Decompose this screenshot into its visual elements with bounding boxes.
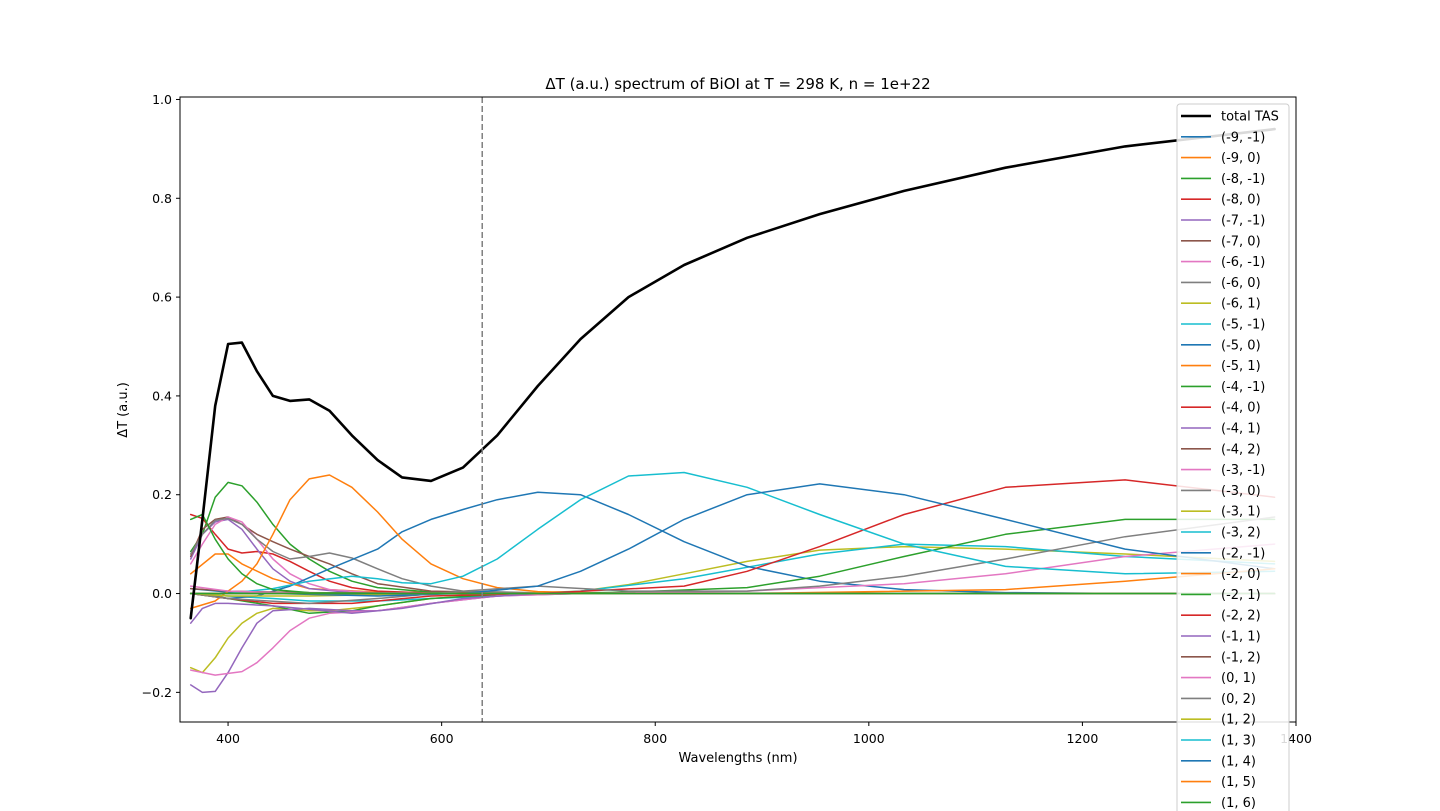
legend-entry: (0, 1): [1221, 671, 1256, 686]
legend-entry: (1, 6): [1221, 796, 1256, 811]
y-tick-label: 0.6: [152, 290, 172, 305]
legend-entry: (-2, 2): [1221, 609, 1261, 624]
legend-entry: (1, 4): [1221, 754, 1256, 769]
y-tick-label: 0.2: [152, 487, 172, 502]
legend-entry: (-7, 0): [1221, 234, 1261, 249]
series-line-0: [189, 127, 1276, 620]
legend-entry: (-6, 1): [1221, 297, 1261, 312]
y-tick-label: −0.2: [142, 685, 172, 700]
legend: total TAS (-9, -1) (-9, 0) (-8, -1) (-8, 0) (…: [1176, 103, 1290, 811]
legend-entry: (-5, -1): [1221, 318, 1265, 333]
legend-entry: (-5, 0): [1221, 338, 1261, 353]
legend-entry: (0, 2): [1221, 692, 1256, 707]
series-line-21: [189, 483, 1276, 597]
legend-entry: (-1, 1): [1221, 630, 1261, 645]
plot-background: [180, 97, 1296, 722]
chart-title: ΔT (a.u.) spectrum of BiOI at T = 298 K,…: [545, 75, 930, 93]
series-line-25: [189, 592, 1276, 624]
legend-entry: (-4, 2): [1221, 442, 1261, 457]
legend-entry: (-3, 1): [1221, 505, 1261, 520]
plot-frame: [179, 96, 1297, 723]
legend-entry: (1, 5): [1221, 775, 1256, 790]
x-axis-label: Wavelengths (nm): [678, 751, 797, 766]
x-axis-ticks: 400 600 800 1000 1200 1400: [216, 722, 1312, 746]
legend-entry: (-4, 1): [1221, 422, 1261, 437]
legend-entry: (-2, -1): [1221, 546, 1265, 561]
legend-entry: (-3, 2): [1221, 526, 1261, 541]
legend-entry: total TAS: [1221, 110, 1279, 125]
legend-entry: (-2, 0): [1221, 567, 1261, 582]
legend-entry: (1, 2): [1221, 713, 1256, 728]
legend-entry: (-7, -1): [1221, 214, 1265, 229]
y-tick-label: 0.4: [152, 388, 172, 403]
y-tick-label: 1.0: [152, 92, 172, 107]
legend-entry: (-2, 1): [1221, 588, 1261, 603]
legend-entry: (-5, 1): [1221, 359, 1261, 374]
legend-entry: (-1, 2): [1221, 650, 1261, 665]
legend-entry: (-9, -1): [1221, 130, 1265, 145]
legend-entry: (-3, 0): [1221, 484, 1261, 499]
y-axis-ticks: −0.2 0.0 0.2 0.4 0.6 0.8 1.0: [142, 92, 180, 700]
legend-entry: (-8, 0): [1221, 193, 1261, 208]
legend-entry: (1, 3): [1221, 734, 1256, 749]
legend-entry: (-4, -1): [1221, 380, 1265, 395]
x-tick-label: 400: [216, 731, 240, 746]
legend-entry: (-9, 0): [1221, 151, 1261, 166]
legend-entry: (-3, -1): [1221, 463, 1265, 478]
legend-frame: [1176, 103, 1290, 811]
series-layer: [189, 127, 1276, 694]
series-line-20: [189, 471, 1276, 595]
y-axis-label: ΔT (a.u.): [116, 382, 131, 438]
series-line-14: [189, 479, 1276, 605]
legend-entry: (-8, -1): [1221, 172, 1265, 187]
legend-entry: (-6, 0): [1221, 276, 1261, 291]
y-tick-label: 0.0: [152, 586, 172, 601]
legend-entry: (-6, -1): [1221, 255, 1265, 270]
series-line-8: [189, 517, 1276, 595]
x-tick-label: 1200: [1067, 731, 1099, 746]
y-tick-label: 0.8: [152, 191, 172, 206]
series-line-18: [189, 516, 1276, 605]
legend-entry: (-4, 0): [1221, 401, 1261, 416]
x-tick-label: 1000: [853, 731, 885, 746]
x-tick-label: 800: [643, 731, 667, 746]
x-tick-label: 600: [430, 731, 454, 746]
series-line-6: [189, 516, 1276, 595]
